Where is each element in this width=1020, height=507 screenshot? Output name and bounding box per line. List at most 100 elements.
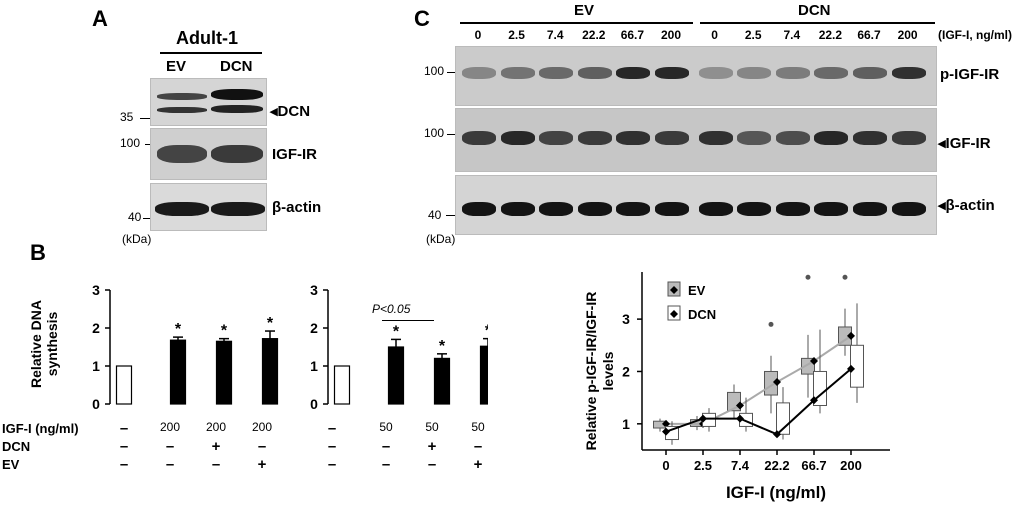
condition-value: – [119,420,129,437]
panel-c-dose-label: 0 [711,28,718,42]
blot-band [814,202,849,216]
panel-c-label-actin: ◂β-actin [938,197,995,214]
blot-band [655,67,689,79]
blot-band [775,67,810,79]
mean-marker [810,357,818,365]
y-axis-label: Relative p-IGF-IR/IGF-IRlevels [583,292,616,451]
y-tick-label: 1 [92,358,100,374]
panel-c-blot-pigfir [455,46,937,106]
bar [115,365,133,405]
panel-b-pvalue: P<0.05 [372,302,411,316]
condition-row-label: EV [2,457,20,472]
panel-c-marker-40: 40 [428,208,442,222]
x-tick-label: 22.2 [764,458,789,473]
panel-c-blot-actin [455,175,937,235]
blot-band [814,131,849,145]
panel-a-marker-100: 100 [120,136,141,150]
condition-value: – [427,456,437,473]
blot-band [853,67,887,79]
condition-value: 200 [251,420,273,434]
significance-star: * [485,323,488,340]
panel-c-letter: C [414,6,430,31]
blot-band [737,202,772,216]
blot-band [539,67,574,79]
panel-a-marker-35-tick [140,118,150,119]
mean-marker [773,377,781,386]
mean-marker [736,401,744,410]
condition-value: – [327,456,337,473]
condition-value: + [257,456,267,473]
blot-band [616,202,651,216]
blot-band [500,202,535,216]
blot-band [577,67,612,79]
bar [333,365,351,405]
blot-band [616,67,651,79]
blot-band [539,131,574,145]
condition-value: – [211,456,221,473]
panel-b-left-chart: 0 1 2 3 * * * [92,282,279,412]
panel-c-group-dcn: DCN [798,2,831,19]
y-tick-label: 2 [92,320,100,336]
panel-c-kda: (kDa) [426,232,456,246]
legend-marker [670,310,678,318]
panel-c-marker-100b-tick [447,134,455,135]
significance-star: * [439,338,446,355]
blot-band [775,131,810,145]
condition-value: + [473,456,483,473]
panel-a-label-actin: β-actin [272,199,322,216]
x-tick-label: 0 [662,458,669,473]
x-axis-label: IGF-I (ng/ml) [726,483,826,502]
panel-c-group-ev-line [460,22,693,24]
y-tick-label: 1 [310,358,318,374]
blot-band [462,202,496,216]
condition-value: 50 [425,420,439,434]
panel-a-label-dcn: ◂DCN [270,103,311,120]
outlier [768,321,774,327]
y-tick-label: 0 [92,396,100,412]
panel-c-marker-100a-tick [447,72,455,73]
mean-marker [662,427,670,436]
panel-c-marker-100b: 100 [424,126,445,140]
blot-band [891,67,926,79]
bar [261,338,279,405]
blot-band [462,67,496,79]
condition-row-label: DCN [2,439,31,454]
panel-a-title: Adult-1 [176,28,238,48]
y-tick-label: 3 [310,282,318,298]
condition-value: – [381,438,391,455]
condition-value: – [165,438,175,455]
panel-c-dose-label: 66.7 [620,28,645,42]
significance-star: * [393,323,400,340]
panel-c-dose-label: 22.2 [818,28,843,42]
mean-marker [847,331,855,340]
blot-band [775,202,810,216]
condition-value: 200 [159,420,181,434]
blot-band [698,202,733,216]
legend-label: DCN [688,307,716,322]
blot-band [853,202,887,216]
panel-c-dose-label: 22.2 [582,28,606,42]
condition-value: 200 [205,420,227,434]
panel-c-dose-label: 2.5 [508,28,525,42]
mean-marker [699,414,707,423]
condition-value: – [473,438,483,455]
panel-c-dose-label: 7.4 [783,28,801,42]
blot-band [500,67,535,79]
condition-value: + [211,438,221,455]
blot-band [655,202,689,216]
blot-band [737,67,772,79]
condition-value: – [119,438,129,455]
mean-marker [847,364,855,373]
outlier [805,274,811,280]
box-plot: 1 2 3 0 2.5 7.4 22.2 66.7 200 IGF-I (ng/ml) Relati… [583,272,890,502]
panel-a-lane-ev: EV [166,58,187,75]
panel-c-label-pigfir: p-IGF-IR [940,66,1000,83]
blot-band [655,131,689,145]
blot-band [853,131,887,145]
condition-value: 50 [379,420,393,434]
bar [433,357,451,405]
outlier [842,274,848,280]
panel-a-blot-actin [150,183,267,231]
box [850,344,864,388]
blot-band [539,202,574,216]
